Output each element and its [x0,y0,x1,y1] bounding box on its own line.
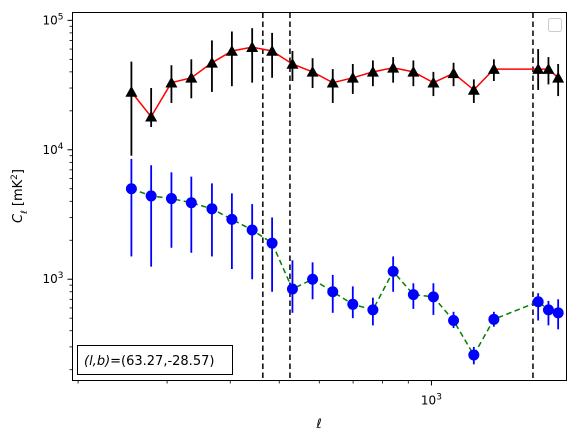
series-1-point-18 [488,313,500,325]
annotation-text: (l,b)=(63.27,-28.57) [84,354,214,369]
series-1-point-12 [367,304,379,316]
x-tick-label-0: 103 [421,393,442,408]
series-0-point-4 [205,56,218,68]
annotation-rest: =(63.27,-28.57) [110,354,214,369]
y-tick-label-1: 104 [42,142,63,157]
series-0-point-14 [407,65,420,77]
series-1-point-5 [226,213,238,225]
series-0-point-1 [145,110,158,122]
series-1-point-3 [185,197,197,209]
series-0 [125,28,565,156]
series-0-point-16 [447,67,460,79]
series-0-point-0 [125,85,138,97]
axes: 103 104 105 103 [42,12,567,408]
series-0-point-5 [225,44,238,56]
series-1-point-9 [307,273,319,285]
series-0-point-17 [467,83,480,95]
series-1-point-13 [387,265,399,277]
series-1-point-11 [347,298,359,310]
series-0-point-6 [246,41,259,53]
series-1-point-6 [246,224,258,236]
series-1-point-17 [468,349,480,361]
series-1-point-2 [165,193,177,205]
series-1 [125,158,564,365]
series-1-point-0 [125,183,137,195]
annotation-frame [77,345,233,375]
series-1-point-7 [266,237,278,249]
series-0-point-13 [387,61,400,73]
y-tick-label-2: 105 [42,12,63,27]
series-0-point-9 [306,65,319,77]
series-0-point-19 [532,63,545,74]
series-1-point-16 [448,314,460,326]
series-1-point-14 [407,289,419,301]
x-axis-label: ℓ [315,417,321,432]
series-0-point-15 [427,76,440,88]
series-1-point-1 [145,190,157,202]
series-0-point-10 [326,76,339,88]
series-0-point-3 [185,71,198,83]
series-0-point-18 [487,63,500,74]
series-1-point-19 [532,296,544,308]
series-1-line [131,187,559,357]
series-1-point-20 [542,304,554,316]
series-0-point-20 [542,63,555,74]
series-1-point-4 [206,203,218,215]
series-0-line [130,46,559,119]
series-1-point-8 [286,283,298,295]
plot-area [125,12,565,381]
series-1-point-15 [427,291,439,303]
series-0-point-8 [286,58,299,69]
series-0-point-12 [366,65,379,77]
annotation-box: (l,b)=(63.27,-28.57) [77,345,233,375]
y-tick-label-0: 103 [42,271,63,286]
legend [548,18,562,32]
y-axis-label: Cℓ [mK2] [10,169,30,223]
legend-box [548,18,562,32]
series-0-point-21 [552,71,565,83]
series-0-point-7 [266,44,279,56]
series-1-point-21 [552,307,564,319]
series-0-point-2 [165,76,178,88]
series-1-point-10 [327,286,339,298]
annotation-italic: (l,b) [84,354,110,369]
series-0-point-11 [346,71,359,83]
